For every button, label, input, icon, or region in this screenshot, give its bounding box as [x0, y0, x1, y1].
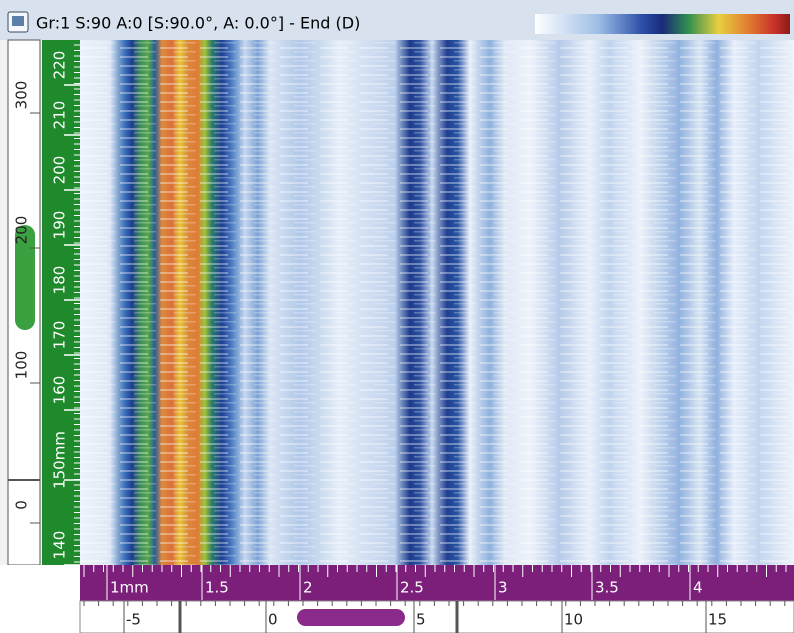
scan-label: 0	[268, 611, 278, 629]
depth-label: 200	[51, 156, 69, 185]
view-icon-screen	[12, 16, 24, 26]
scan-label: 10	[564, 611, 583, 629]
scan-label: -5	[126, 611, 141, 629]
index-label: 2	[303, 579, 313, 597]
scan-label: 15	[708, 611, 727, 629]
depth-label: 220	[51, 51, 69, 80]
corner	[0, 565, 80, 633]
index-label: 3.5	[595, 579, 619, 597]
amplitude-label: 100	[13, 351, 31, 380]
depth-label: 170	[51, 321, 69, 350]
depth-label: 150mm	[51, 431, 69, 489]
amplitude-label: 0	[13, 500, 31, 510]
index-label: 2.5	[400, 579, 424, 597]
depth-label: 180	[51, 266, 69, 295]
amplitude-label: 200	[13, 216, 31, 245]
gate-slider[interactable]	[15, 225, 35, 330]
depth-label: 210	[51, 101, 69, 130]
depth-label: 140	[51, 531, 69, 560]
depth-label: 190	[51, 211, 69, 240]
index-ruler	[80, 565, 794, 601]
depth-label: 160	[51, 376, 69, 405]
title: Gr:1 S:90 A:0 [S:90.0°, A: 0.0°] - End (…	[36, 14, 360, 33]
scan-slider[interactable]	[297, 609, 405, 626]
index-label: 4	[693, 579, 703, 597]
scan-label: 5	[416, 611, 426, 629]
index-label: 3	[498, 579, 508, 597]
scan-ruler	[79, 600, 794, 633]
depth-ruler	[42, 40, 80, 565]
index-label: 1.5	[205, 579, 229, 597]
index-label: 1mm	[110, 579, 149, 597]
scan-texture	[80, 40, 794, 565]
amplitude-label: 300	[13, 81, 31, 110]
color-palette	[535, 14, 790, 34]
